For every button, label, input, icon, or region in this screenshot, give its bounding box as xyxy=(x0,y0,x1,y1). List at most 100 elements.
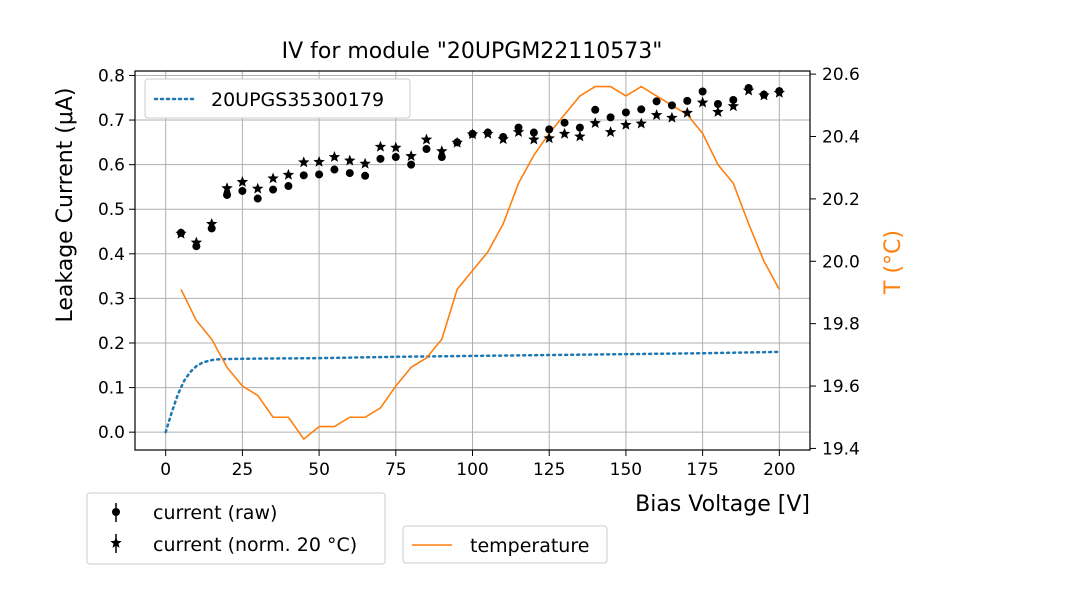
norm-current-point xyxy=(420,133,433,145)
norm-current-point xyxy=(773,86,786,98)
norm-current-point xyxy=(374,140,387,152)
norm-current-point xyxy=(466,128,479,140)
raw-current-point xyxy=(683,96,692,105)
raw-current-point xyxy=(253,194,262,203)
legend-label: temperature xyxy=(470,535,589,557)
norm-current-point xyxy=(359,157,371,169)
x-axis-label: Bias Voltage [V] xyxy=(635,492,810,517)
legend-star-marker xyxy=(110,537,122,548)
y-tick-label: 0.1 xyxy=(98,379,125,399)
raw-current-point xyxy=(269,185,278,194)
norm-current-point xyxy=(543,132,555,144)
norm-current-point xyxy=(313,155,325,167)
norm-current-point xyxy=(512,126,525,137)
norm-current-point xyxy=(451,136,463,148)
reference-series-line xyxy=(164,350,781,434)
norm-current-point xyxy=(681,106,693,118)
raw-current-point xyxy=(698,87,707,96)
raw-current-point xyxy=(729,95,738,104)
norm-current-point xyxy=(604,126,617,137)
norm-current-point xyxy=(758,89,770,101)
norm-current-point xyxy=(190,236,203,248)
raw-current-point xyxy=(575,123,584,132)
y-tick-label: 0.5 xyxy=(98,200,125,220)
norm-current-point xyxy=(589,117,601,129)
raw-current-point xyxy=(376,154,385,163)
raw-current-point xyxy=(361,171,370,180)
y-tick-label: 0.4 xyxy=(98,245,125,265)
norm-current-point xyxy=(742,84,755,96)
raw-current-point xyxy=(284,182,293,191)
x-tick-label: 100 xyxy=(456,460,488,480)
raw-current-point xyxy=(637,105,646,114)
norm-current-point xyxy=(405,150,417,162)
x-tick-label: 200 xyxy=(763,460,795,480)
norm-current-point xyxy=(635,117,647,129)
norm-current-point xyxy=(252,182,264,194)
x-tick-label: 75 xyxy=(385,460,407,480)
norm-current-point xyxy=(558,127,571,139)
raw-current-point xyxy=(652,97,661,106)
x-tick-label: 125 xyxy=(533,460,565,480)
norm-current-point xyxy=(696,96,709,108)
legend-label: 20UPGS35300179 xyxy=(211,89,384,111)
norm-current-point xyxy=(175,227,187,239)
y2-tick-label: 20.6 xyxy=(822,65,860,85)
raw-current-point xyxy=(713,99,722,108)
raw-current-point xyxy=(422,145,431,154)
norm-current-point xyxy=(528,133,540,145)
x-tick-label: 25 xyxy=(232,460,254,480)
y-tick-label: 0.0 xyxy=(98,423,125,443)
legend-box xyxy=(402,525,608,564)
x-tick-label: 0 xyxy=(160,460,171,480)
norm-current-point xyxy=(328,151,341,162)
raw-current-point xyxy=(238,186,247,195)
raw-current-point xyxy=(606,113,615,122)
norm-current-point xyxy=(574,130,586,142)
norm-current-point xyxy=(221,182,233,194)
chart-title: IV for module "20UPGM22110573" xyxy=(282,39,663,64)
raw-current-point xyxy=(345,169,354,178)
raw-current-point xyxy=(621,108,630,117)
raw-current-point xyxy=(223,190,232,199)
y2-tick-label: 19.8 xyxy=(822,315,860,335)
raw-current-point xyxy=(330,165,339,174)
plot-area xyxy=(164,83,786,440)
raw-current-point xyxy=(591,105,600,114)
norm-current-point xyxy=(344,154,356,166)
x-tick-label: 150 xyxy=(610,460,642,480)
raw-current-point xyxy=(667,101,676,110)
norm-current-point xyxy=(390,141,402,153)
legend-box xyxy=(144,78,411,119)
norm-current-point xyxy=(650,109,663,120)
y-axis-label: Leakage Current (μA) xyxy=(53,87,78,322)
legend-label: current (norm. 20 °C) xyxy=(153,534,357,556)
x-tick-label: 50 xyxy=(308,460,330,480)
legend-current: current (raw) current (norm. 20 °C) xyxy=(86,492,386,565)
y-tick-label: 0.3 xyxy=(98,289,125,309)
norm-current-point xyxy=(666,111,678,123)
raw-current-point xyxy=(407,160,416,169)
raw-current-point xyxy=(545,125,554,134)
raw-current-point xyxy=(315,170,324,179)
y-tick-label: 0.8 xyxy=(98,66,125,86)
y-tick-label: 0.6 xyxy=(98,156,125,176)
norm-current-point xyxy=(497,133,509,145)
norm-current-point xyxy=(712,106,724,117)
axes: 0 25 50 75 100 125 150 175 200 0.0 0.1 0.2 0.3 0.4 0.5… xyxy=(98,65,860,480)
norm-current-point xyxy=(236,176,249,187)
raw-current-point xyxy=(391,153,400,162)
legend-box xyxy=(86,492,386,565)
raw-current-point xyxy=(560,118,569,127)
norm-current-point xyxy=(727,100,739,112)
legend-temperature: temperature xyxy=(402,525,608,564)
norm-current-point xyxy=(482,127,494,139)
legend-reference: 20UPGS35300179 xyxy=(144,78,411,119)
y2-tick-label: 19.4 xyxy=(822,439,860,459)
y2-tick-label: 20.4 xyxy=(822,128,860,148)
y2-tick-label: 20.0 xyxy=(822,252,860,272)
raw-current-point xyxy=(299,171,308,180)
y2-tick-label: 20.2 xyxy=(822,190,860,210)
x-tick-label: 175 xyxy=(686,460,718,480)
